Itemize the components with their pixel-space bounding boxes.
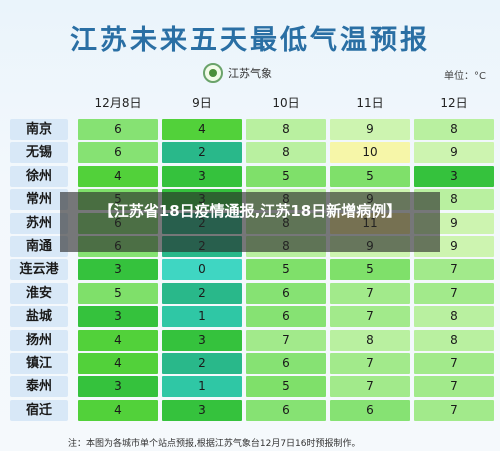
temperature-cell: 10 (330, 142, 410, 164)
temperature-cell: 6 (246, 399, 326, 421)
city-label: 泰州 (10, 376, 68, 398)
column-header: 12月8日 (94, 96, 142, 110)
temperature-cell: 7 (246, 329, 326, 351)
overlay-text: 【江苏省18日疫情通报,江苏18日新增病例】 (98, 202, 402, 220)
temperature-cell: 1 (162, 376, 242, 398)
temperature-cell: 2 (162, 353, 242, 374)
temperature-cell: 2 (162, 142, 242, 164)
temperature-cell: 3 (162, 329, 242, 351)
temperature-cell: 5 (330, 165, 410, 187)
page-title: 江苏未来五天最低气温预报 (70, 25, 430, 56)
temperature-cell: 6 (78, 142, 158, 164)
city-label: 徐州 (10, 165, 68, 187)
city-label: 连云港 (10, 259, 68, 281)
temperature-cell: 7 (330, 353, 410, 374)
temperature-cell: 6 (78, 119, 158, 140)
temperature-cell: 6 (246, 353, 326, 374)
temperature-cell: 7 (414, 282, 494, 304)
temperature-cell: 7 (414, 376, 494, 398)
temperature-cell: 8 (414, 119, 494, 140)
city-label: 南通 (10, 236, 68, 257)
temperature-cell: 4 (78, 165, 158, 187)
temperature-cell: 4 (78, 399, 158, 421)
city-label: 苏州 (10, 212, 68, 234)
column-header: 9日 (192, 96, 212, 110)
temperature-cell: 7 (414, 259, 494, 281)
temperature-cell: 3 (78, 259, 158, 281)
temperature-cell: 4 (78, 329, 158, 351)
temperature-cell: 7 (330, 306, 410, 328)
temperature-cell: 7 (330, 376, 410, 398)
temperature-cell: 0 (162, 259, 242, 281)
logo-text: 江苏气象 (228, 67, 272, 80)
temperature-cell: 9 (330, 119, 410, 140)
temperature-cell: 5 (330, 259, 410, 281)
temperature-cell: 7 (330, 282, 410, 304)
temperature-cell: 8 (414, 329, 494, 351)
temperature-cell: 3 (78, 376, 158, 398)
city-label: 淮安 (10, 282, 68, 304)
temperature-cell: 7 (414, 399, 494, 421)
column-header: 12日 (440, 96, 468, 110)
city-label: 盐城 (10, 306, 68, 328)
temperature-cell: 8 (414, 306, 494, 328)
temperature-cell: 5 (246, 259, 326, 281)
logo: 江苏气象 (203, 62, 272, 84)
column-header: 10日 (272, 96, 300, 110)
temperature-cell: 8 (330, 329, 410, 351)
temperature-cell: 5 (246, 165, 326, 187)
city-label: 南京 (10, 119, 68, 140)
weather-logo-icon (203, 63, 223, 83)
temperature-cell: 3 (162, 399, 242, 421)
temperature-cell: 9 (414, 142, 494, 164)
city-label: 宿迁 (10, 399, 68, 421)
temperature-cell: 8 (246, 119, 326, 140)
temperature-cell: 6 (246, 306, 326, 328)
city-label: 无锡 (10, 142, 68, 164)
temperature-cell: 7 (414, 353, 494, 374)
temperature-cell: 4 (162, 119, 242, 140)
news-overlay-banner: 【江苏省18日疫情通报,江苏18日新增病例】 (60, 192, 440, 252)
temperature-cell: 6 (246, 282, 326, 304)
temperature-cell: 4 (78, 353, 158, 374)
city-label: 常州 (10, 189, 68, 211)
temperature-cell: 8 (246, 142, 326, 164)
column-header: 11日 (356, 96, 384, 110)
city-label: 扬州 (10, 329, 68, 351)
temperature-cell: 2 (162, 282, 242, 304)
unit-label: 单位：°C (444, 71, 486, 82)
temperature-cell: 1 (162, 306, 242, 328)
temperature-cell: 5 (78, 282, 158, 304)
temperature-cell: 3 (78, 306, 158, 328)
city-label: 镇江 (10, 353, 68, 374)
temperature-cell: 3 (414, 165, 494, 187)
temperature-cell: 3 (162, 165, 242, 187)
temperature-cell: 5 (246, 376, 326, 398)
footer-note: 注：本图为各城市单个站点预报,根据江苏气象台12月7日16时预报制作。 (68, 439, 361, 449)
temperature-cell: 6 (330, 399, 410, 421)
